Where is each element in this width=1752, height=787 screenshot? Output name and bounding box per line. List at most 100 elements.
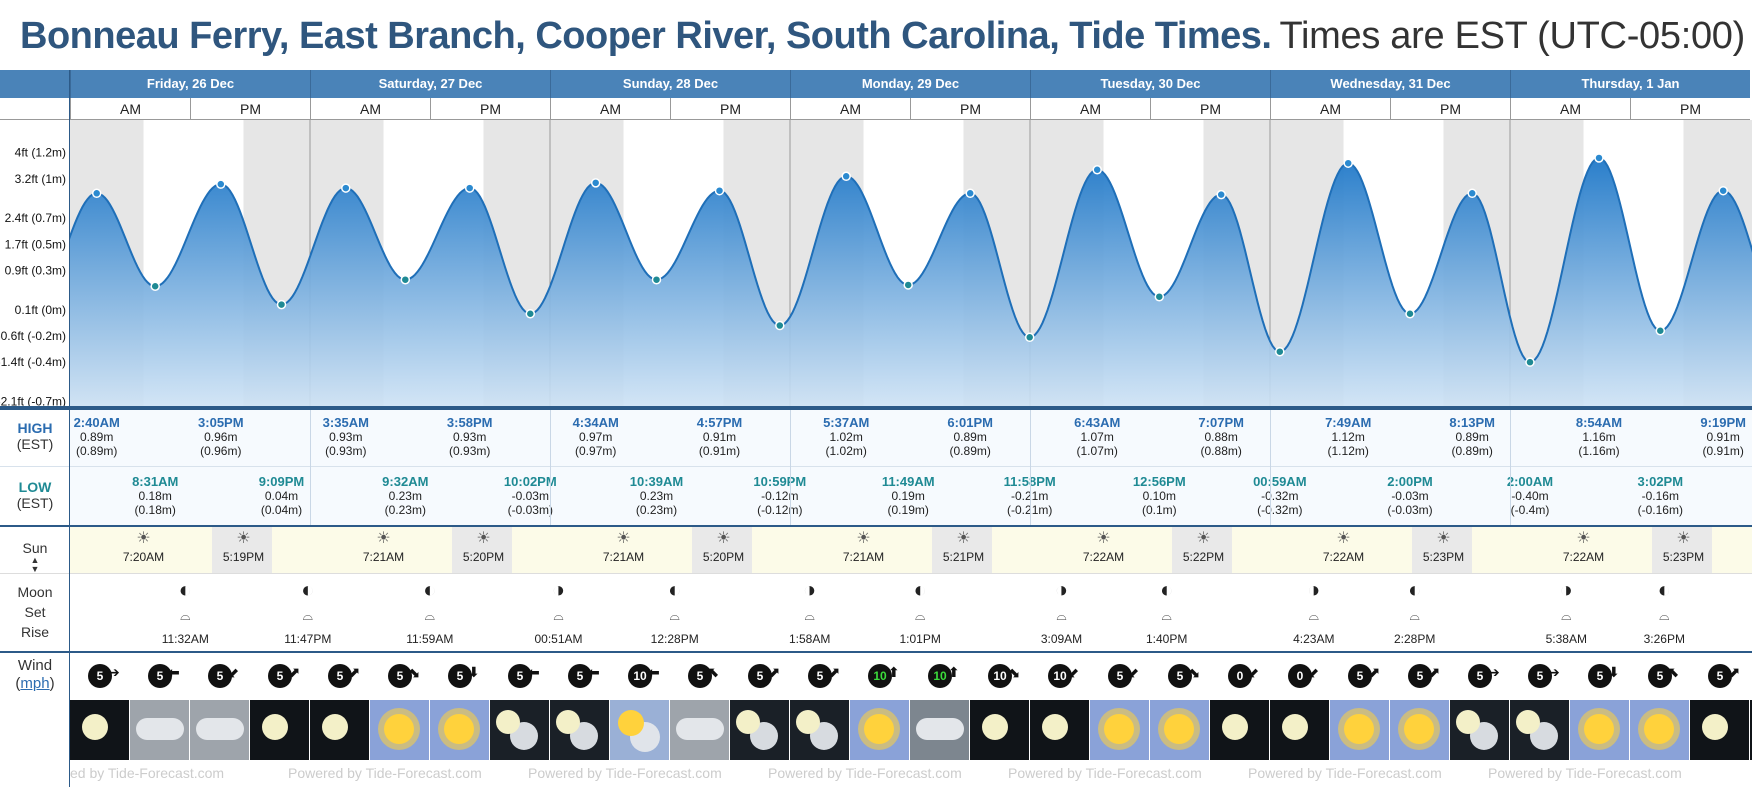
sunset-time: 5:23PM [1662,550,1705,564]
sun-icon [384,714,414,744]
wind-speed-badge: 5 [1528,664,1552,688]
sunset-bg [1651,527,1712,573]
wind-direction-icon: ⬈ [828,664,840,680]
am-label: AM [310,98,430,120]
wind-speed-badge: 10 [988,664,1012,688]
y-tick-label: 4ft (1.2m) [15,146,66,160]
tide-height-alt: (0.91m) [698,444,741,458]
wind-speed-badge: 5 [268,664,292,688]
weather-icon [1210,700,1269,760]
low-tide-cell: 12:56PM 0.10m (0.1m) [1121,475,1197,518]
wind-direction-icon: ⬋ [228,664,240,680]
sunset-cell: ☀ 5:20PM [450,528,518,572]
weather-icon [190,700,249,760]
low-tide-point [1024,332,1035,343]
tide-height: -0.32m [1261,489,1299,503]
moon-cloud-icon [1456,710,1480,734]
high-tide-cell: 3:35AM 0.93m (0.93m) [308,416,384,459]
sunrise-cell: ☀ 7:22AM [1310,528,1378,572]
tide-height-alt: (1.12m) [1327,444,1369,458]
wind-speed-badge: 10 [628,664,652,688]
tide-time: 8:54AM [1575,415,1623,430]
sun-icon [444,714,474,744]
sunrise-cell: ☀ 7:22AM [1070,528,1138,572]
weather-icon [1510,700,1569,760]
high-tide-point [1467,188,1477,199]
low-tide-point [150,281,160,292]
wind-speed-badge: 5 [568,664,592,688]
tide-height-alt: (0.23m) [384,503,426,517]
day-header: Thursday, 1 Jan [1510,70,1750,98]
tide-height: 0.91m [702,430,737,444]
location-title: Bonneau Ferry, East Branch, Cooper River… [20,15,1272,57]
sunrise-cell: ☀ 7:22AM [1550,528,1618,572]
day-header: Friday, 26 Dec [70,70,310,98]
weather-icon [130,700,189,760]
day-separator [1510,410,1511,525]
wind-speed-badge: 5 [388,664,412,688]
tide-height: 0.88m [1204,430,1238,444]
pm-label: PM [190,98,310,120]
tide-height-alt: (1.16m) [1578,444,1620,458]
high-tide-cell: 4:34AM 0.97m (0.97m) [558,415,634,459]
low-tide-cell: 10:39AM 0.23m (0.23m) [619,475,695,518]
moon-phase-icon: ◑ [803,577,817,602]
y-tick-label: -1.4ft (-0.4m) [0,355,66,369]
wind-speed-badge: 5 [808,664,832,688]
moon-phase-icon: ◐ [423,577,437,602]
weather-icon [1450,700,1509,760]
low-tide-cell: 10:59PM -0.12m (-0.12m) [742,475,818,518]
wind-speed-badge: 5 [448,664,472,688]
sun-row-bg [70,527,1752,573]
sunset-bg [691,527,752,573]
sunset-bg [1411,527,1472,573]
wind-direction-icon: ⬉ [1668,664,1680,680]
wind-speed-badge: 5 [1648,664,1672,688]
powered-by-footer: ed by Tide-Forecast.com [70,765,225,781]
y-tick-label: 0.9ft (0.3m) [5,264,66,278]
tide-height-alt: (-0.32m) [1257,503,1303,517]
high-sub: (EST) [16,436,54,452]
wind-direction-icon: ⬈ [1368,664,1380,680]
high-row-label: HIGH (EST) [0,420,70,452]
tide-height-alt: (0.96m) [200,444,242,458]
wind-direction-icon: ⬊ [408,664,420,680]
tide-time: 2:40AM [73,415,120,430]
sunrise-cell: ☀ 7:21AM [590,528,658,572]
tide-time: 4:34AM [572,415,619,430]
moon-rise-set-icon: ⌓ [1308,608,1319,623]
tide-time: 2:00PM [1387,474,1433,489]
low-tide-point [1275,346,1285,357]
high-tide-point [91,188,102,199]
tide-height: 1.16m [1582,430,1616,444]
tide-height: 0.93m [453,430,487,444]
tide-height-alt: (0.93m) [449,444,491,458]
low-tide-cell: 11:49AM 0.19m (0.19m) [870,475,946,518]
tide-height-alt: (-0.21m) [992,503,1068,517]
sunset-icon: ☀ [476,530,491,547]
sunset-time: 5:20PM [702,550,745,564]
wind-unit-link[interactable]: mph [20,675,50,692]
sun-icon [1344,714,1374,744]
wind-direction-icon: ⬋ [1308,664,1320,680]
moon-time: 2:28PM [1394,632,1436,646]
tide-height: 0.10m [1142,489,1176,503]
moon-phase-icon: ◑ [1307,577,1321,602]
high-tide-point [1343,158,1353,168]
moon-rise-set-icon: ⌓ [424,608,435,623]
am-label: AM [550,98,670,120]
moon-divider [0,651,1752,653]
timezone-note: Times are EST (UTC-05:00) [1279,15,1746,57]
low-tide-cell: 00:59AM -0.32m (-0.32m) [1242,475,1318,518]
powered-by-footer: Powered by Tide-Forecast.com [288,765,482,781]
rain-cloud-icon [916,718,964,740]
powered-by-footer: Powered by Tide-Forecast.com [1008,765,1202,781]
weather-icon [1750,700,1752,760]
high-label: HIGH [17,420,53,436]
moon-time: 4:23AM [1293,632,1335,646]
weather-icon [1150,700,1209,760]
am-label: AM [1510,98,1630,120]
cloud-icon [676,718,724,740]
moon-rise-set-icon: ⌓ [1409,608,1420,623]
weather-icon [1390,700,1449,760]
